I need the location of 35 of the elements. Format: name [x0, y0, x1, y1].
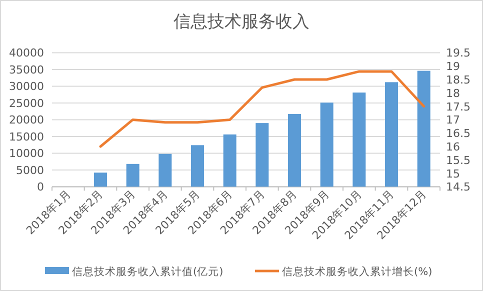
- bar: [288, 114, 301, 187]
- y2-tick-label: 19.5: [446, 46, 470, 60]
- y2-tick-label: 17: [446, 114, 460, 127]
- y2-tick-label: 16.5: [446, 127, 470, 140]
- bar: [126, 164, 140, 187]
- y-tick-label: 10000: [9, 147, 44, 160]
- y-tick-label: 30000: [9, 80, 44, 94]
- y-tick-label: 15000: [9, 130, 44, 144]
- bar: [352, 92, 366, 187]
- y2-tick-label: 18.5: [446, 74, 470, 86]
- line-series: [99, 70, 426, 148]
- y-tick-label: 35000: [9, 63, 44, 76]
- bar: [158, 154, 172, 187]
- y2-tick-label: 16: [446, 140, 460, 154]
- bar: [94, 172, 107, 187]
- chart-title: 信息技术服务收入: [174, 12, 310, 32]
- bar: [223, 134, 236, 187]
- y2-tick-label: 14.5: [446, 180, 470, 194]
- bar: [320, 102, 334, 187]
- y2-tick-label: 18: [446, 86, 460, 100]
- bar: [256, 123, 269, 187]
- y2-tick-label: 17.5: [446, 100, 470, 114]
- y2-tick-label: 15: [446, 167, 460, 180]
- bar: [385, 82, 398, 187]
- bar: [417, 70, 430, 187]
- y2-tick-label: 19: [446, 60, 460, 74]
- y2-tick-label: 15.5: [446, 154, 470, 167]
- y-tick-label: 0: [37, 180, 44, 194]
- legend-label: 信息技术服务收入累计值(亿元): [72, 265, 224, 278]
- legend-label: 信息技术服务收入累计增长(%): [282, 265, 432, 278]
- bar: [191, 145, 204, 187]
- y-tick-label: 25000: [9, 96, 44, 110]
- y-tick-label: 40000: [9, 46, 44, 60]
- y-tick-label: 20000: [9, 114, 44, 127]
- y-tick-label: 5000: [16, 164, 44, 177]
